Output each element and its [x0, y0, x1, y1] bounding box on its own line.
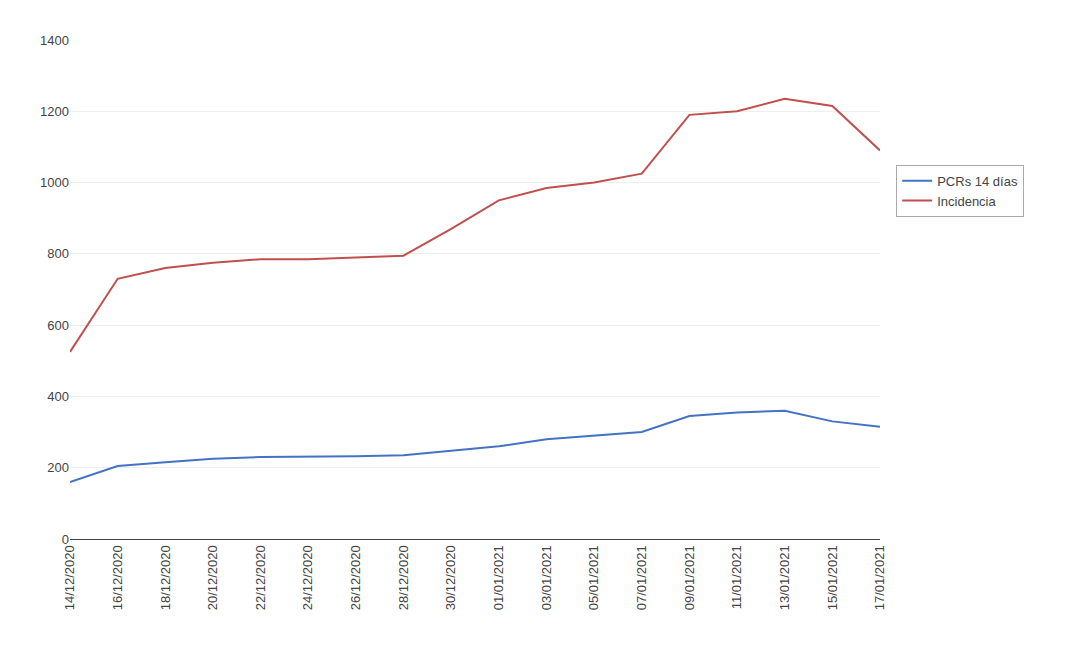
svg-text:03/01/2021: 03/01/2021	[539, 545, 554, 610]
svg-text:17/01/2021: 17/01/2021	[872, 545, 887, 610]
svg-text:22/12/2020: 22/12/2020	[253, 545, 268, 610]
svg-text:1400: 1400	[40, 33, 69, 48]
svg-text:28/12/2020: 28/12/2020	[396, 545, 411, 610]
svg-text:16/12/2020: 16/12/2020	[110, 545, 125, 610]
svg-text:400: 400	[47, 389, 69, 404]
svg-text:PCRs 14 días: PCRs 14 días	[937, 174, 1018, 189]
svg-text:14/12/2020: 14/12/2020	[62, 545, 77, 610]
svg-text:800: 800	[47, 246, 69, 261]
svg-text:30/12/2020: 30/12/2020	[443, 545, 458, 610]
svg-text:07/01/2021: 07/01/2021	[634, 545, 649, 610]
svg-text:Incidencia: Incidencia	[937, 194, 996, 209]
svg-text:1000: 1000	[40, 175, 69, 190]
svg-text:05/01/2021: 05/01/2021	[586, 545, 601, 610]
svg-text:01/01/2021: 01/01/2021	[491, 545, 506, 610]
svg-text:0: 0	[62, 532, 69, 547]
svg-text:200: 200	[47, 460, 69, 475]
svg-text:18/12/2020: 18/12/2020	[158, 545, 173, 610]
svg-text:26/12/2020: 26/12/2020	[348, 545, 363, 610]
svg-text:20/12/2020: 20/12/2020	[205, 545, 220, 610]
svg-text:1200: 1200	[40, 104, 69, 119]
svg-text:24/12/2020: 24/12/2020	[300, 545, 315, 610]
svg-text:13/01/2021: 13/01/2021	[777, 545, 792, 610]
svg-text:11/01/2021: 11/01/2021	[729, 545, 744, 609]
svg-text:15/01/2021: 15/01/2021	[825, 545, 840, 610]
svg-text:09/01/2021: 09/01/2021	[682, 545, 697, 610]
svg-text:600: 600	[47, 318, 69, 333]
